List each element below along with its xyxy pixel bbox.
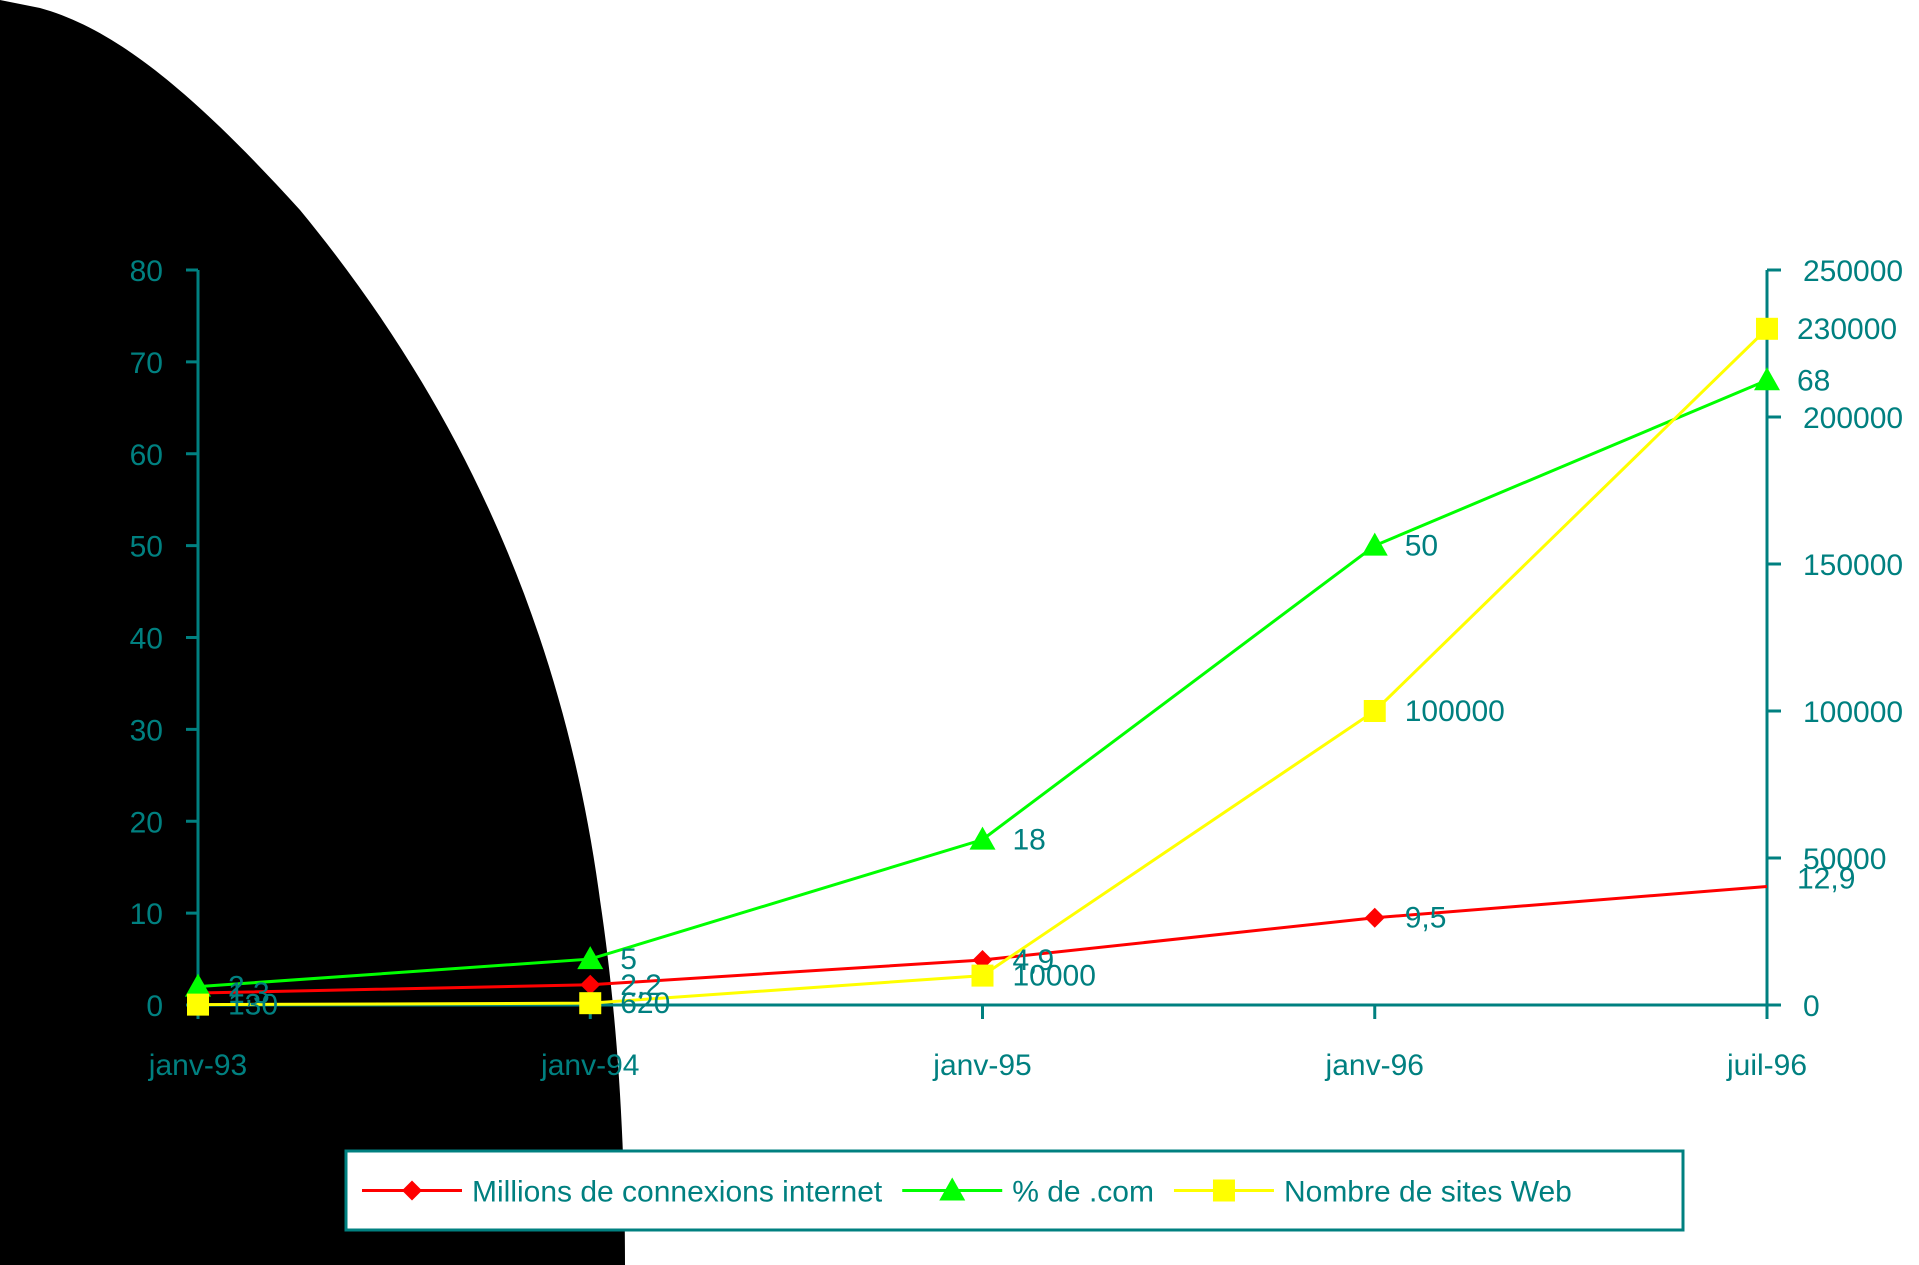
series-1-point [1361, 532, 1388, 556]
left-tick-label: 40 [130, 623, 163, 656]
series-1-data-label: 2 [228, 971, 245, 1004]
right-tick-label: 250000 [1803, 255, 1903, 288]
left-tick-label: 10 [130, 898, 163, 931]
series-1-point [185, 973, 211, 997]
x-tick-label: juil-96 [1726, 1049, 1807, 1082]
legend-entry-label: Millions de connexions internet [472, 1176, 883, 1209]
series-2-data-label: 100000 [1405, 695, 1505, 728]
right-tick-label: 0 [1803, 990, 1820, 1023]
legend-swatch-marker [402, 1180, 422, 1201]
x-tick-label: janv-94 [540, 1049, 639, 1082]
x-tick-label: janv-96 [1325, 1049, 1424, 1082]
series-0-point [580, 974, 601, 995]
right-tick-label: 200000 [1803, 402, 1903, 435]
series-2-point [187, 993, 209, 1016]
series-2-data-label: 130 [228, 989, 278, 1022]
series-1-point [577, 946, 604, 970]
series-2-point [1756, 317, 1778, 340]
legend-swatch-marker [1212, 1179, 1235, 1202]
legend-swatch-marker [939, 1177, 966, 1201]
series-2-point [971, 964, 994, 987]
series-1-data-label: 68 [1797, 364, 1830, 397]
series-0-data-label: 9,5 [1405, 902, 1447, 935]
right-tick-label: 100000 [1803, 696, 1903, 729]
series-1-data-label: 18 [1013, 824, 1046, 857]
left-tick-label: 0 [146, 990, 163, 1023]
series-1-data-label: 50 [1405, 530, 1438, 563]
legend-entry-label: Nombre de sites Web [1284, 1176, 1572, 1209]
series-1-point [969, 826, 996, 850]
series-0-data-label: 12,9 [1797, 862, 1855, 895]
left-tick-label: 60 [130, 439, 163, 472]
series-2-point [1363, 700, 1386, 722]
left-tick-label: 20 [130, 806, 163, 839]
series-2-data-label: 10000 [1013, 960, 1096, 993]
left-tick-label: 50 [130, 531, 163, 564]
x-tick-label: janv-95 [932, 1049, 1031, 1082]
left-tick-label: 70 [130, 347, 163, 380]
legend-box [344, 1149, 1685, 1232]
right-tick-label: 150000 [1803, 549, 1903, 582]
series-2-data-label: 230000 [1797, 313, 1897, 346]
series-1-point [1754, 367, 1780, 391]
series-0-point [1364, 907, 1385, 928]
left-tick-label: 30 [130, 714, 163, 747]
x-tick-label: janv-93 [148, 1049, 247, 1082]
black-shape [0, 0, 625, 1265]
right-tick-label: 50000 [1803, 843, 1886, 876]
series-0-data-label: 2,2 [620, 969, 662, 1002]
series-0-data-label: 4,9 [1013, 944, 1055, 977]
left-tick-label: 80 [130, 255, 163, 288]
legend-entry-label: % de .com [1012, 1176, 1154, 1209]
series-1-data-label: 5 [620, 943, 637, 976]
series-0-data-label: 1,3 [228, 977, 270, 1010]
series-2-point [579, 992, 602, 1015]
series-2-data-label: 620 [620, 987, 670, 1020]
